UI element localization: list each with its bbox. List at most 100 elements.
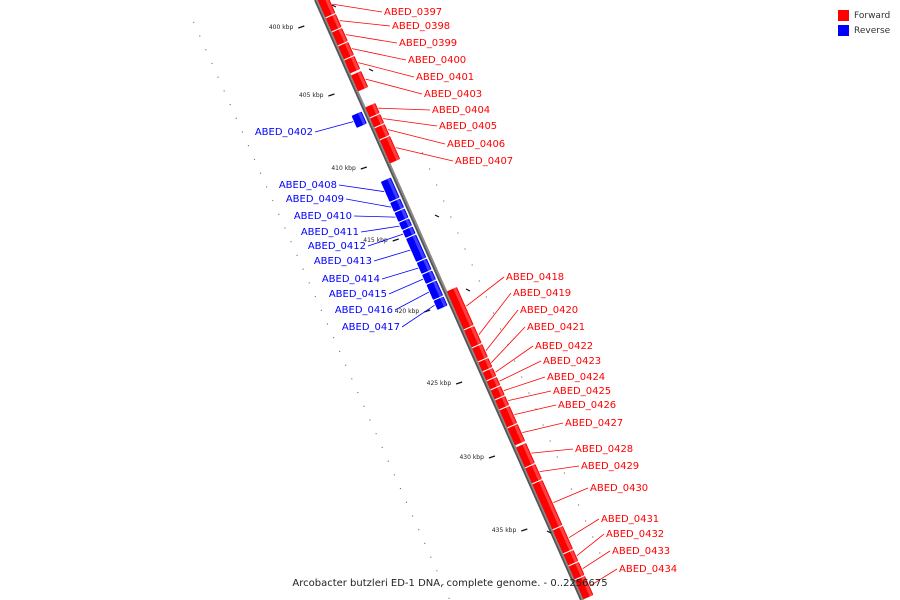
- forward-gene-sheen: [569, 550, 578, 563]
- scale-tick: [455, 381, 463, 385]
- scale-dot: [363, 405, 365, 407]
- forward-gene-sheen: [559, 526, 573, 551]
- forward-gene: [507, 424, 525, 446]
- gene-label-forward: ABED_0418: [506, 272, 564, 283]
- scale-dot: [450, 216, 452, 218]
- gene-leader: [503, 376, 546, 392]
- scale-tick: [360, 166, 367, 170]
- scale-dot: [592, 536, 594, 538]
- scale-tick-label: 430 kbp: [459, 454, 484, 461]
- scale-dot: [217, 76, 219, 78]
- gene-leader: [553, 487, 589, 504]
- legend-label-forward: Forward: [854, 10, 891, 21]
- forward-gene: [332, 28, 348, 46]
- scale-dot: [599, 552, 601, 554]
- forward-gene: [516, 443, 535, 468]
- forward-gene: [317, 0, 336, 18]
- scale-dot: [436, 570, 438, 572]
- scale-dot: [326, 323, 329, 325]
- gene-label-reverse: ABED_0411: [301, 227, 359, 238]
- gene-leader: [367, 233, 404, 247]
- gene-label-forward: ABED_0401: [416, 72, 474, 83]
- gene-leader: [531, 448, 574, 454]
- scale-dot: [211, 62, 213, 65]
- legend-item-reverse: Reverse: [838, 23, 898, 38]
- scale-dot: [278, 213, 280, 215]
- gene-leader: [373, 249, 411, 262]
- gene-leader: [378, 107, 431, 111]
- forward-gene-sheen: [386, 136, 400, 161]
- gene-label-forward: ABED_0424: [547, 372, 605, 383]
- scale-dot: [205, 49, 207, 51]
- forward-gene: [532, 480, 563, 530]
- gene-leader: [365, 78, 423, 95]
- scale-dot: [556, 456, 558, 458]
- scale-dot: [549, 440, 551, 442]
- scale-dot: [332, 337, 335, 339]
- scale-dot: [443, 200, 445, 202]
- scale-dot: [241, 131, 243, 133]
- scale-dot: [405, 501, 408, 503]
- gene-label-forward: ABED_0430: [590, 483, 648, 494]
- gene-label-forward: ABED_0405: [439, 121, 497, 132]
- reverse-gene: [406, 234, 426, 262]
- reverse-gene: [351, 111, 367, 128]
- scale-dot: [369, 419, 371, 421]
- forward-gene: [495, 396, 509, 410]
- gene-leader: [394, 291, 429, 311]
- forward-swatch: [838, 10, 849, 21]
- reverse-gene: [422, 270, 436, 284]
- scale-dot: [418, 529, 420, 531]
- strand-legend: Forward Reverse: [838, 8, 898, 38]
- scale-tick-label: 425 kbp: [427, 380, 452, 387]
- forward-gene-sheen: [538, 480, 562, 527]
- forward-gene-sheen: [484, 358, 492, 369]
- reverse-gene-sheen: [439, 296, 447, 308]
- forward-gene: [575, 576, 594, 600]
- forward-gene: [553, 526, 573, 554]
- forward-gene-sheen: [338, 28, 347, 43]
- forward-gene: [472, 344, 488, 362]
- gene-leader: [582, 550, 611, 569]
- scale-dot: [314, 295, 316, 298]
- scale-dot: [577, 504, 580, 506]
- scale-dot: [381, 446, 383, 448]
- scale-dot: [471, 264, 473, 266]
- scale-dot: [542, 424, 544, 426]
- gene-label-reverse: ABED_0410: [294, 211, 352, 222]
- forward-gene-sheen: [350, 56, 360, 71]
- gene-label-forward: ABED_0404: [432, 105, 490, 116]
- forward-gene: [483, 368, 497, 381]
- scale-dot: [375, 433, 377, 435]
- scale-dot: [320, 309, 322, 311]
- scale-dot: [351, 378, 353, 380]
- forward-gene-sheen: [489, 368, 496, 378]
- gene-leader: [358, 62, 415, 78]
- forward-gene: [326, 14, 342, 32]
- scale-dot: [399, 487, 402, 490]
- scale-dot: [193, 21, 195, 23]
- tick-mark: [331, 4, 337, 8]
- gene-label-forward: ABED_0397: [384, 7, 442, 18]
- forward-gene-sheen: [380, 124, 389, 137]
- scale-dot: [387, 460, 389, 462]
- backbone-shadow: [314, 0, 582, 600]
- forward-gene: [478, 358, 493, 372]
- forward-gene: [499, 406, 517, 428]
- scale-dot: [290, 241, 292, 243]
- scale-dot: [570, 488, 573, 490]
- gene-leader: [395, 147, 454, 162]
- forward-gene: [338, 42, 354, 60]
- gene-label-forward: ABED_0399: [399, 38, 457, 49]
- gene-label-forward: ABED_0406: [447, 139, 505, 150]
- scale-dot: [345, 364, 347, 366]
- legend-label-reverse: Reverse: [854, 25, 891, 36]
- gene-label-reverse: ABED_0413: [314, 256, 372, 267]
- reverse-gene: [399, 218, 412, 230]
- gene-label-reverse: ABED_0402: [255, 127, 313, 138]
- forward-gene: [447, 287, 474, 330]
- legend-item-forward: Forward: [838, 8, 898, 23]
- forward-gene-sheen: [513, 424, 525, 443]
- forward-gene: [380, 136, 400, 164]
- forward-gene: [351, 71, 368, 92]
